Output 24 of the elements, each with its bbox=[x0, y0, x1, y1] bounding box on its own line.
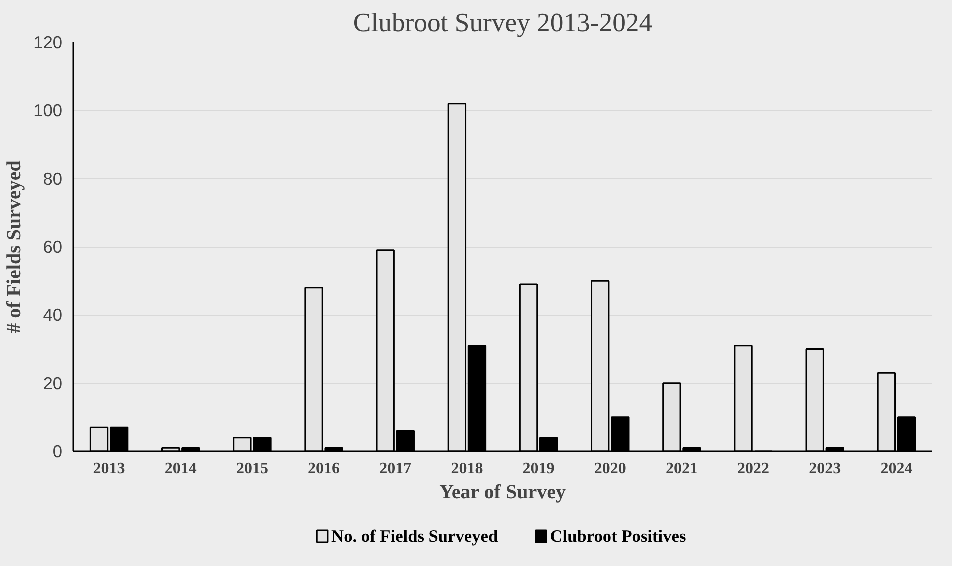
y-tick-label: 20 bbox=[43, 373, 63, 394]
legend-label: Clubroot Positives bbox=[550, 527, 686, 546]
y-tick-label: 120 bbox=[34, 32, 63, 52]
y-tick-label: 60 bbox=[43, 237, 63, 257]
x-tick-label: 2021 bbox=[666, 460, 698, 478]
x-tick-label: 2023 bbox=[809, 460, 842, 478]
x-tick-label: 2013 bbox=[93, 460, 126, 478]
y-tick-label: 0 bbox=[52, 442, 63, 462]
x-tick-label: 2018 bbox=[451, 460, 484, 478]
x-tick-label: 2015 bbox=[236, 460, 268, 478]
y-tick-label: 40 bbox=[43, 305, 63, 326]
x-tick-label: 2014 bbox=[164, 460, 197, 478]
x-axis-title: Year of Survey bbox=[440, 482, 566, 504]
x-tick-label: 2019 bbox=[522, 460, 555, 478]
y-tick-label: 100 bbox=[34, 100, 63, 121]
y-tick-label: 80 bbox=[43, 168, 63, 189]
x-tick-label: 2024 bbox=[880, 460, 913, 478]
legend-label: No. of Fields Surveyed bbox=[332, 527, 498, 546]
x-tick-label: 2022 bbox=[738, 460, 770, 478]
x-tick-label: 2020 bbox=[594, 460, 626, 478]
chart-title: Clubroot Survey 2013-2024 bbox=[353, 8, 653, 38]
y-axis-title: # of Fields Surveyed bbox=[4, 160, 26, 334]
x-tick-label: 2017 bbox=[380, 460, 412, 478]
x-tick-label: 2016 bbox=[308, 460, 340, 478]
